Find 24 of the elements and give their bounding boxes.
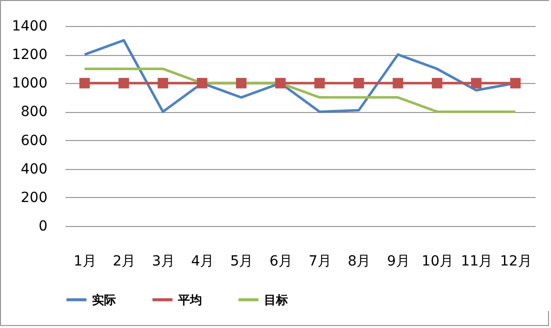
y-tick-label: 400 bbox=[20, 161, 48, 178]
legend-label: 实际 bbox=[92, 292, 116, 307]
x-tick-label: 11月 bbox=[460, 254, 493, 270]
x-tick-label: 9月 bbox=[386, 254, 410, 270]
x-tick-label: 7月 bbox=[308, 254, 332, 270]
x-tick-label: 12月 bbox=[500, 254, 532, 270]
y-tick-label: 1000 bbox=[12, 76, 48, 92]
x-tick-label: 1月 bbox=[74, 254, 97, 270]
legend-label: 平均 bbox=[177, 292, 202, 307]
line-series bbox=[83, 68, 517, 113]
x-tick-label: 3月 bbox=[152, 254, 175, 270]
x-tick-label: 2月 bbox=[112, 254, 136, 270]
y-tick-label: 1400 bbox=[12, 18, 48, 34]
x-tick-label: 6月 bbox=[269, 254, 292, 270]
y-tick-label: 600 bbox=[20, 132, 48, 149]
x-tick-label: 5月 bbox=[230, 254, 254, 270]
legend-label: 目标 bbox=[264, 292, 288, 307]
y-tick-label: 200 bbox=[20, 190, 48, 206]
x-tick-label: 10月 bbox=[422, 254, 454, 270]
x-tick-label: 8月 bbox=[348, 254, 371, 270]
x-tick-label: 4月 bbox=[191, 254, 214, 270]
y-tick-label: 1200 bbox=[12, 47, 48, 64]
y-tick-label: 800 bbox=[20, 104, 48, 120]
y-tick-label: 0 bbox=[38, 218, 48, 234]
